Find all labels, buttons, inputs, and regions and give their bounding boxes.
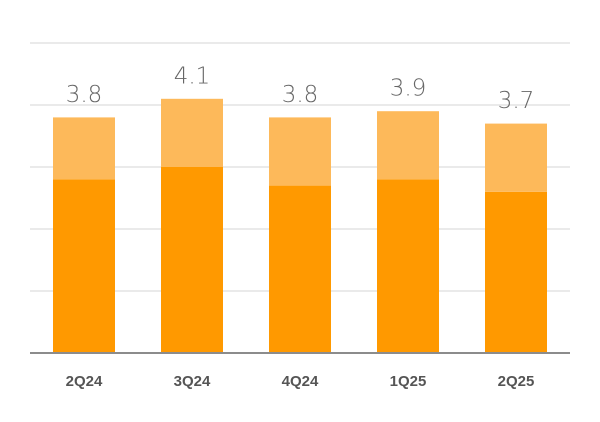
total-label: 4.1 (174, 63, 211, 89)
x-tick-label: 2Q25 (498, 373, 535, 390)
bar-segment (161, 98, 223, 167)
bar-segment (269, 185, 331, 353)
x-tick-label: 2Q24 (66, 373, 103, 390)
x-tick-label: 3Q24 (174, 373, 211, 390)
bar-segment (377, 111, 439, 180)
total-label: 3.7 (498, 88, 535, 114)
x-tick-label: 4Q24 (282, 373, 319, 390)
x-tick-label: 1Q25 (390, 373, 427, 390)
total-label: 3.9 (390, 76, 427, 102)
bar-segment (377, 179, 439, 353)
bar-segment (269, 117, 331, 186)
total-label: 3.8 (282, 82, 319, 108)
bar-segment (161, 167, 223, 353)
bar-segment (485, 191, 547, 353)
total-label: 3.8 (66, 82, 103, 108)
bar-segment (485, 123, 547, 192)
bar-segment (53, 117, 115, 180)
bar-segment (53, 179, 115, 353)
